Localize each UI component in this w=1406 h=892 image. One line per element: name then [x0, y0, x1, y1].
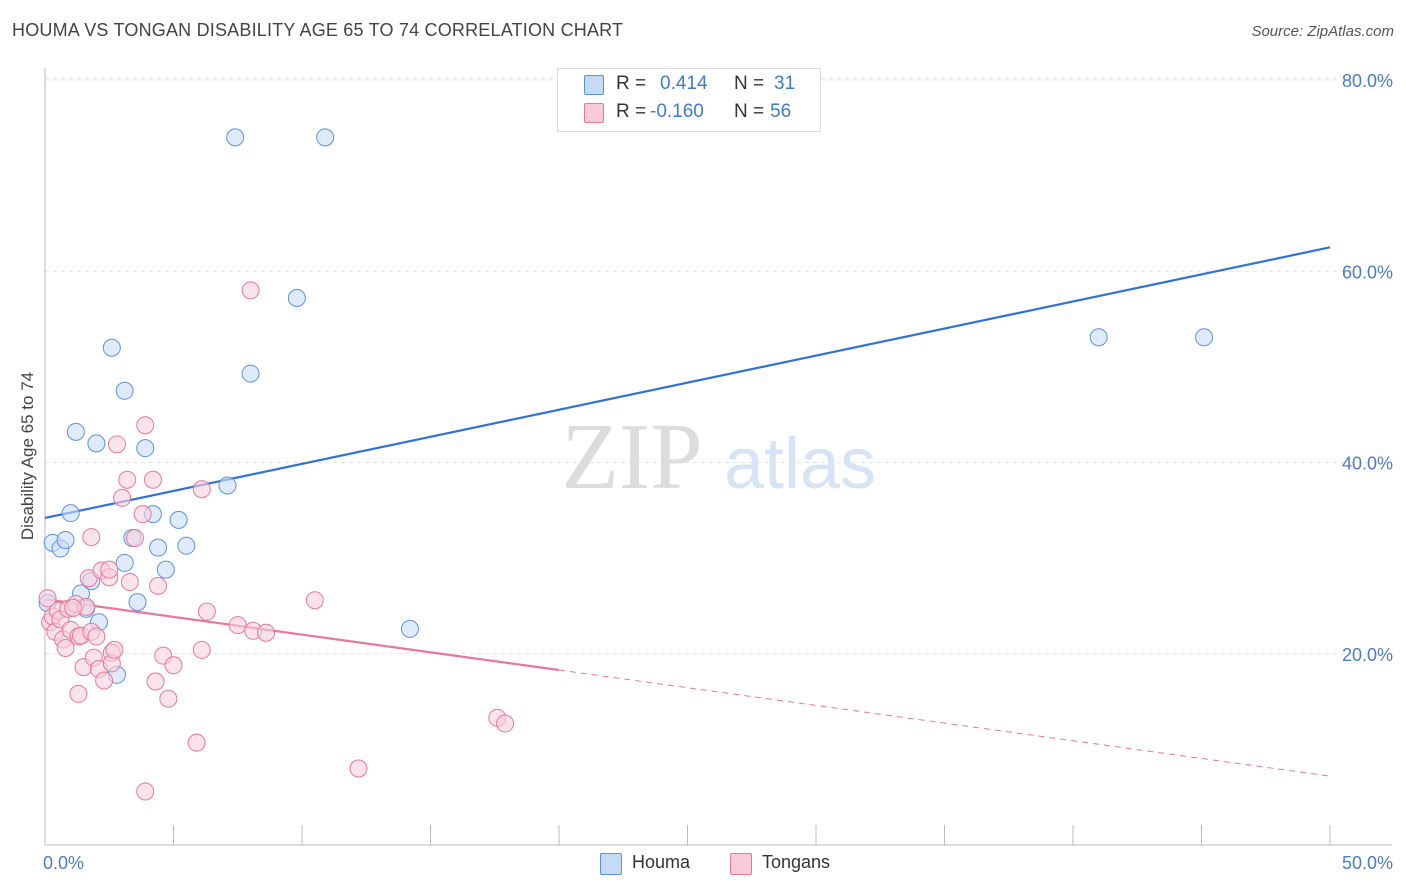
series-tongans — [38, 281, 515, 801]
point-tongans — [257, 623, 276, 642]
point-houma — [316, 128, 335, 147]
point-houma — [218, 476, 237, 495]
houma-legend-swatch — [600, 853, 622, 875]
legend-row-houma: R = 0.414 N = 31 — [558, 73, 820, 99]
point-tongans — [56, 639, 75, 658]
point-houma — [1195, 328, 1214, 347]
point-tongans — [197, 602, 216, 621]
y-tick-label: 40.0% — [1342, 454, 1393, 474]
point-tongans — [159, 689, 178, 708]
point-houma — [66, 422, 85, 441]
point-tongans — [95, 671, 114, 690]
data-points — [38, 128, 1214, 801]
point-tongans — [38, 589, 57, 608]
point-tongans — [192, 480, 211, 499]
trend-line-tongans — [558, 669, 1331, 777]
trend-line-houma — [44, 246, 1331, 520]
chart-title: HOUMA VS TONGAN DISABILITY AGE 65 TO 74 … — [12, 20, 624, 40]
r-value: -0.160 — [650, 101, 704, 122]
point-tongans — [136, 782, 155, 801]
point-tongans — [305, 591, 324, 610]
n-value: 31 — [774, 73, 796, 94]
point-tongans — [146, 672, 165, 691]
point-houma — [156, 560, 175, 579]
houma-swatch — [584, 75, 604, 95]
point-houma — [136, 439, 155, 458]
watermark-atlas: atlas — [724, 424, 876, 504]
point-tongans — [105, 640, 124, 659]
axes — [44, 68, 1392, 846]
r-label: R = — [616, 73, 647, 94]
watermark: ZIP atlas — [562, 405, 877, 509]
point-houma — [169, 510, 188, 529]
point-houma — [115, 553, 134, 572]
point-houma — [115, 381, 134, 400]
point-houma — [177, 536, 196, 555]
point-houma — [61, 504, 80, 523]
point-houma — [400, 619, 419, 638]
point-tongans — [133, 505, 152, 524]
houma-legend-label: Houma — [632, 852, 691, 872]
x-tick-label-max: 50.0% — [1342, 853, 1393, 873]
x-tick-label-min: 0.0% — [43, 853, 84, 873]
point-tongans — [87, 627, 106, 646]
point-houma — [241, 364, 260, 383]
y-axis-title: Disability Age 65 to 74 — [18, 372, 37, 540]
point-tongans — [149, 576, 168, 595]
point-tongans — [496, 714, 515, 733]
point-tongans — [228, 616, 247, 635]
point-tongans — [107, 435, 126, 454]
y-tick-label: 80.0% — [1342, 71, 1393, 91]
point-tongans — [64, 598, 83, 617]
tongans-legend-swatch — [730, 853, 752, 875]
y-tick-label: 20.0% — [1342, 645, 1393, 665]
point-tongans — [241, 281, 260, 300]
point-tongans — [118, 470, 137, 489]
point-houma — [1089, 328, 1108, 347]
point-tongans — [136, 416, 155, 435]
point-tongans — [125, 529, 144, 548]
point-tongans — [164, 656, 183, 675]
point-houma — [56, 530, 75, 549]
point-houma — [128, 593, 147, 612]
point-tongans — [143, 470, 162, 489]
r-label: R = — [616, 101, 647, 122]
watermark-zip: ZIP — [562, 405, 703, 509]
point-tongans — [113, 488, 132, 507]
r-value: 0.414 — [660, 73, 708, 94]
n-label: N = — [734, 101, 765, 122]
point-houma — [287, 289, 306, 308]
point-tongans — [187, 733, 206, 752]
tongans-swatch — [584, 103, 604, 123]
point-houma — [102, 338, 121, 357]
point-tongans — [69, 684, 88, 703]
point-tongans — [82, 528, 101, 547]
y-tick-label: 60.0% — [1342, 262, 1393, 282]
n-label: N = — [734, 73, 765, 94]
tongans-legend-label: Tongans — [762, 852, 831, 872]
point-houma — [149, 538, 168, 557]
point-houma — [226, 128, 245, 147]
point-houma — [87, 434, 106, 453]
point-tongans — [192, 640, 211, 659]
point-tongans — [120, 573, 139, 592]
n-value: 56 — [770, 101, 792, 122]
legend-row-tongans: R = -0.160 N = 56 — [558, 101, 820, 127]
source-label: Source: ZipAtlas.com — [1251, 23, 1394, 40]
stats-legend: R = 0.414 N = 31 R = -0.160 N = 56 — [557, 68, 821, 132]
point-tongans — [349, 759, 368, 778]
trend-line-tongans — [44, 598, 560, 672]
point-tongans — [100, 560, 119, 579]
tick-labels: 20.0% 40.0% 60.0% 80.0% 0.0% 50.0% — [43, 71, 1393, 873]
trend-lines — [44, 246, 1331, 777]
